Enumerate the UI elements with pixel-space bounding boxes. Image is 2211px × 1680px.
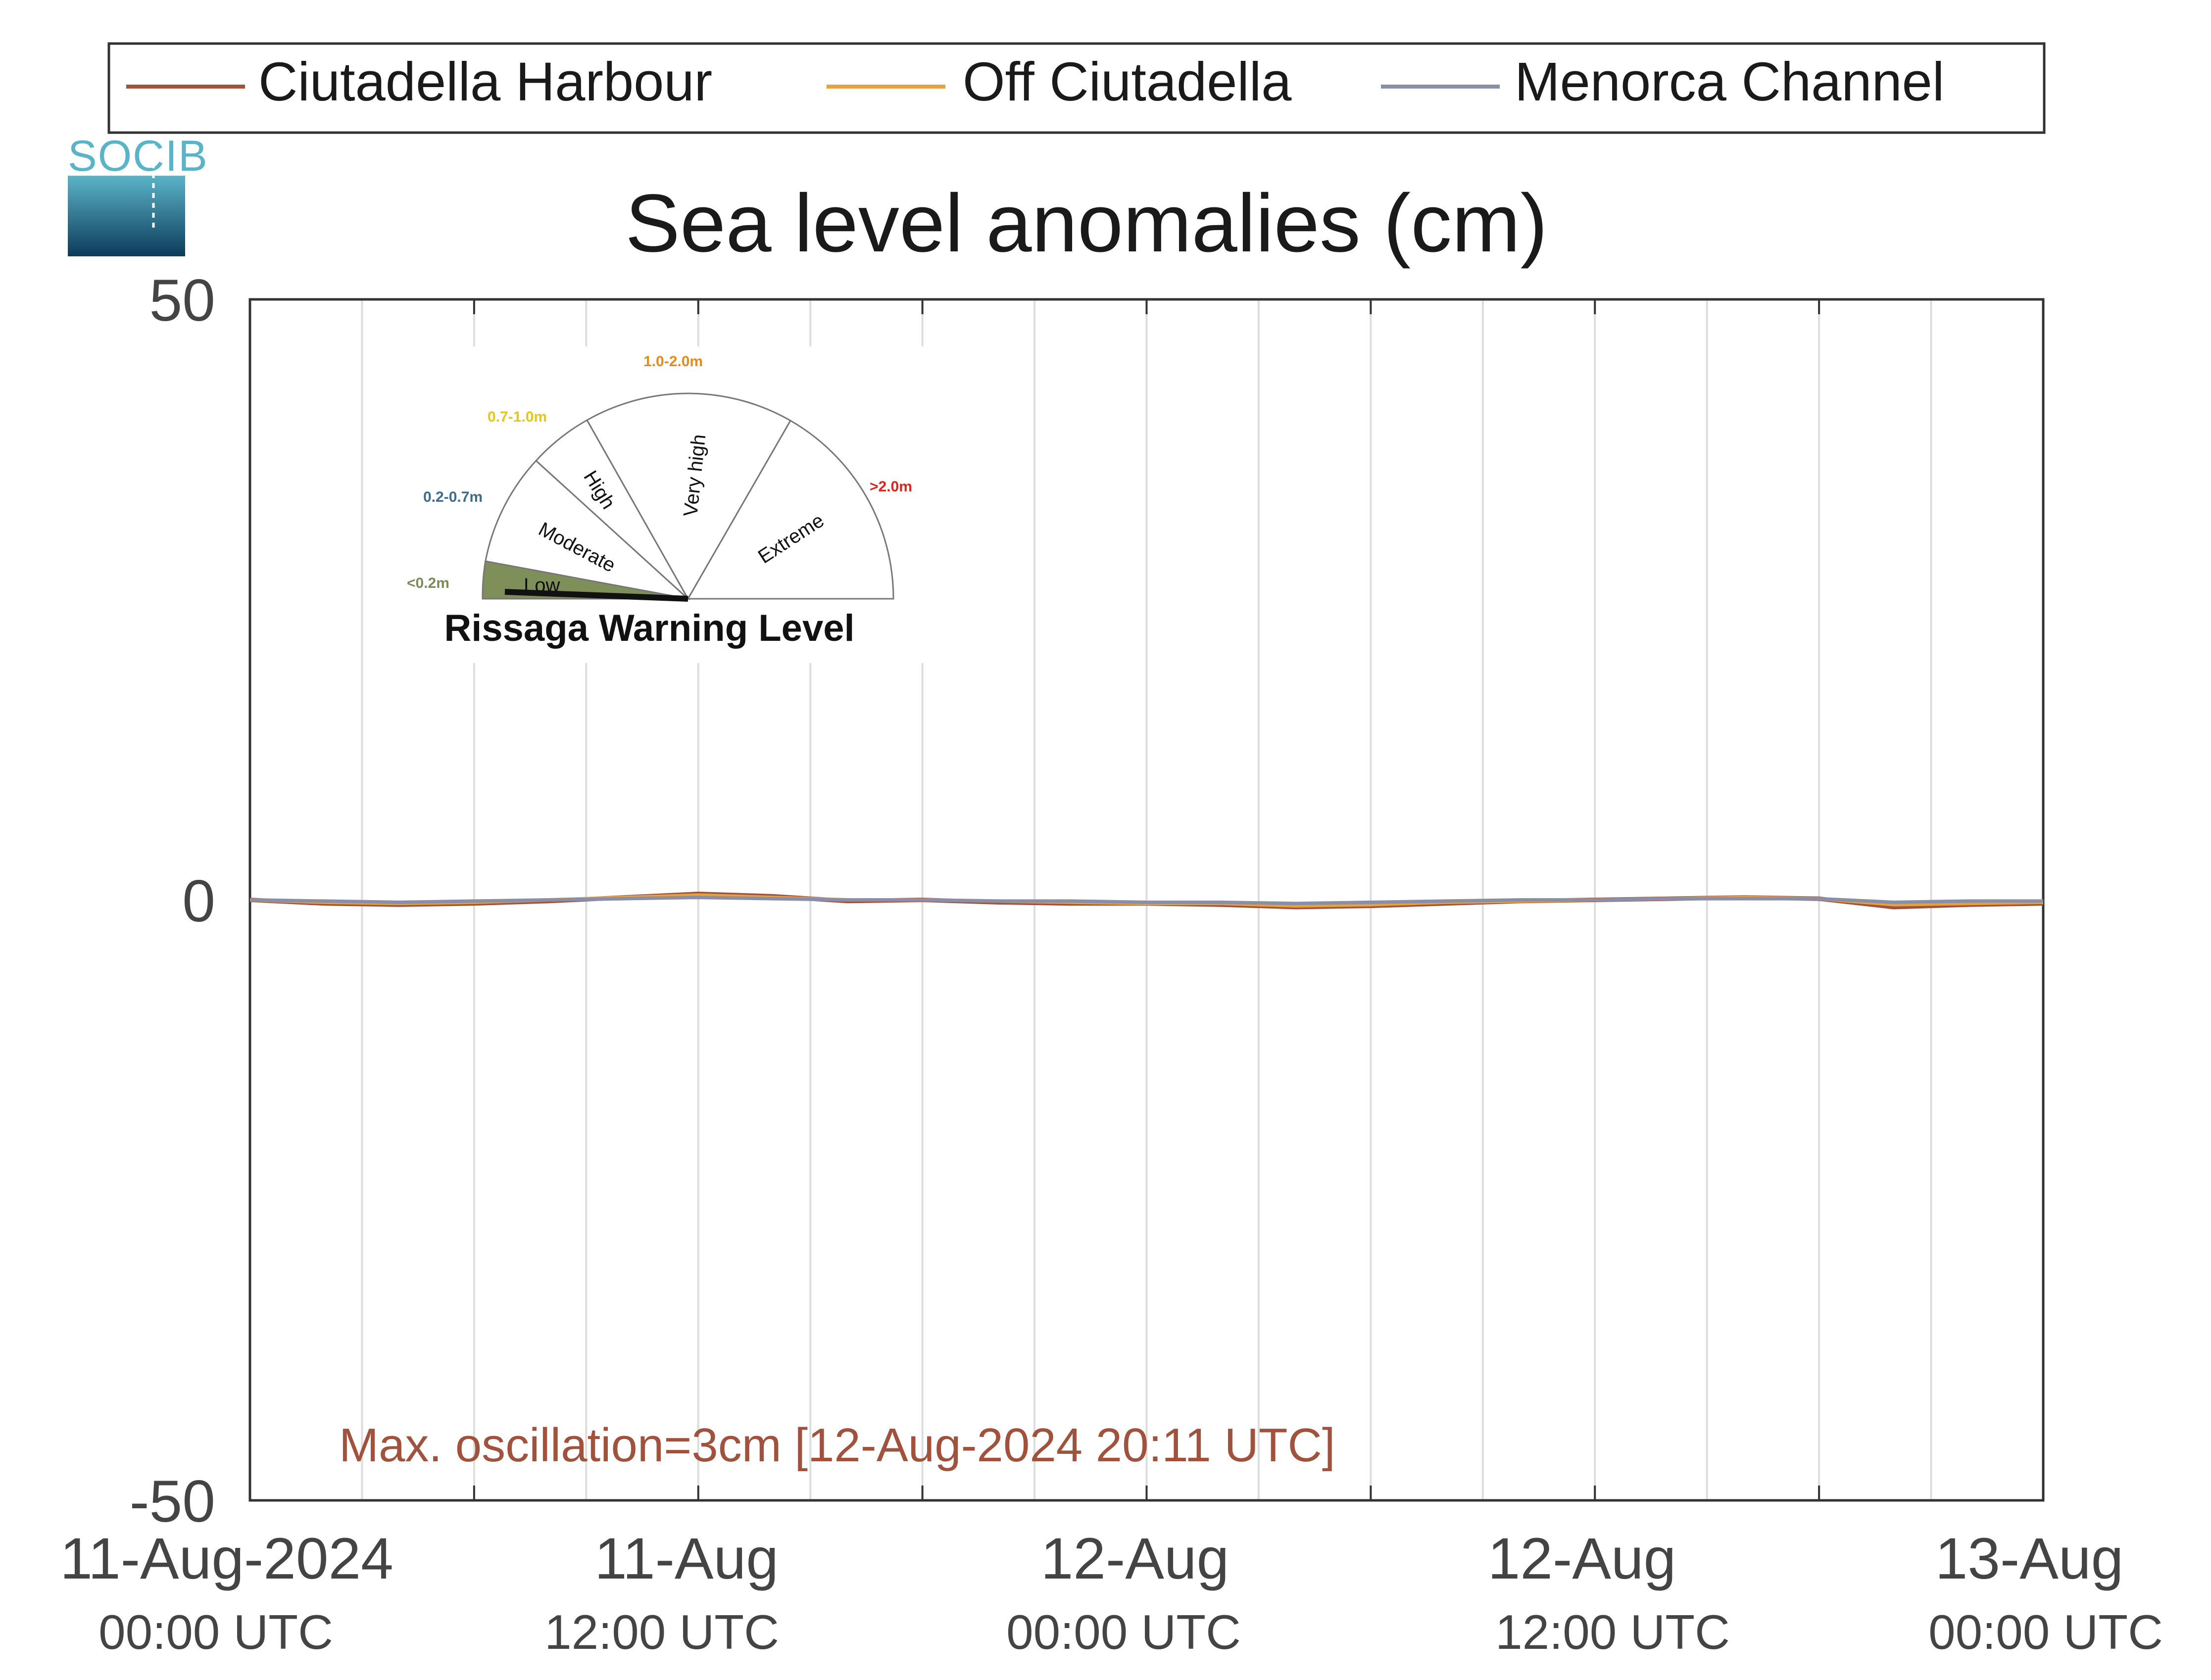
x-tick-time-1: 12:00 UTC [544,1605,779,1659]
y-tick-label-minus-50: -50 [130,1468,215,1535]
x-tick-time-2: 00:00 UTC [1006,1605,1241,1659]
gauge-needle [504,589,688,602]
x-tick-date-4: 13-Aug [1935,1526,2124,1591]
x-tick-date-2: 12-Aug [1041,1526,1229,1591]
legend-label-menorca-channel: Menorca Channel [1515,51,1944,112]
x-tick-labels: 11-Aug-2024 00:00 UTC 11-Aug 12:00 UTC 1… [60,1526,2163,1659]
gauge-range-high: 0.7-1.0m [488,409,547,425]
legend-label-ciutadella-harbour: Ciutadella Harbour [258,51,712,112]
gauge-sector-moderate [485,459,690,600]
rissaga-gauge: Low Moderate High Very high Extreme <0.2… [402,346,932,663]
x-tick-date-1: 11-Aug [594,1526,779,1591]
x-tick-time-4: 00:00 UTC [1928,1605,2163,1659]
gauge-range-low: <0.2m [407,575,449,591]
gauge-title: Rissaga Warning Level [444,607,854,649]
gauge-range-extreme: >2.0m [870,479,912,495]
gauge-label-low: Low [524,575,560,596]
x-tick-date-3: 12-Aug [1488,1526,1676,1591]
series-layer [249,891,2044,910]
legend: Ciutadella Harbour Off Ciutadella Menorc… [107,42,2046,134]
y-tick-label-50: 50 [149,267,215,334]
x-minor-ticks [473,299,1820,1500]
gauge-range-moderate: 0.2-0.7m [423,489,483,505]
x-tick-time-3: 12:00 UTC [1495,1605,1730,1659]
socib-logo-text: SOCIB [68,131,208,180]
gauge-sector-extreme [687,419,894,600]
x-tick-time-0: 00:00 UTC [98,1605,333,1659]
y-tick-label-0: 0 [182,868,215,934]
x-tick-date-0: 11-Aug-2024 [60,1526,393,1591]
chart-title: Sea level anomalies (cm) [625,178,1548,269]
socib-logo: SOCIB [68,131,208,256]
max-oscillation-annotation: Max. oscillation=3cm [12-Aug-2024 20:11 … [339,1419,1335,1472]
legend-label-off-ciutadella: Off Ciutadella [963,51,1292,112]
gauge-sector-very-high [586,392,792,601]
gauge-range-very-high: 1.0-2.0m [643,353,703,370]
series-line-menorca-channel [249,896,2043,906]
